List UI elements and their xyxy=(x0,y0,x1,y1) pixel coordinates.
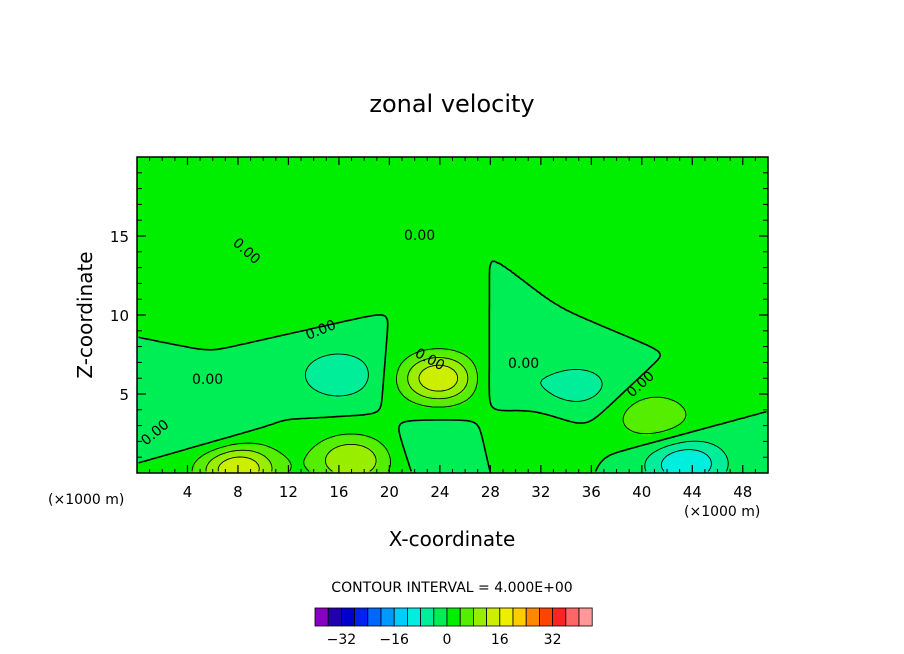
contour-line xyxy=(660,449,712,472)
colorbar-swatch xyxy=(539,607,554,627)
colorbar-swatch xyxy=(486,607,501,627)
x-tick-label: 40 xyxy=(632,483,651,501)
y-tick-label: 5 xyxy=(119,386,129,404)
x-unit-label-right: (×1000 m) xyxy=(684,504,760,520)
y-tick-label: 10 xyxy=(110,307,129,325)
contour-line xyxy=(205,357,469,472)
colorbar-swatch xyxy=(578,607,593,627)
contour-interval: CONTOUR INTERVAL = 4.000E+00 xyxy=(331,580,572,596)
x-tick-label: 8 xyxy=(233,483,243,501)
colorbar-swatch xyxy=(406,607,421,627)
x-tick-label: 36 xyxy=(582,483,601,501)
colorbar-swatch xyxy=(354,607,369,627)
colorbar-swatch xyxy=(472,607,487,627)
contour-line xyxy=(304,353,729,472)
contour-lines xyxy=(138,260,767,472)
y-tick-label: 15 xyxy=(110,228,129,246)
velocity-field xyxy=(137,157,768,473)
colorbar-swatch xyxy=(340,607,355,627)
colorbar-swatch xyxy=(393,607,408,627)
colorbar-tick-label: −16 xyxy=(379,632,409,648)
axis-ticks xyxy=(137,157,768,473)
colorbar-tick-label: 0 xyxy=(443,632,452,648)
x-axis-label: X-coordinate xyxy=(389,527,516,551)
x-tick-label: 4 xyxy=(183,483,193,501)
contour-line xyxy=(217,364,459,472)
contour-label: 0.00 xyxy=(192,372,223,388)
x-tick-label: 28 xyxy=(481,483,500,501)
chart-title: zonal velocity xyxy=(369,90,534,118)
x-unit-label-left: (×1000 m) xyxy=(48,492,124,508)
x-tick-label: 24 xyxy=(430,483,449,501)
colorbar-swatch xyxy=(420,607,435,627)
colorbar-swatch xyxy=(499,607,514,627)
contour-line xyxy=(138,260,767,472)
y-axis-label: Z-coordinate xyxy=(73,251,97,378)
x-tick-label: 44 xyxy=(683,483,702,501)
colorbar-swatch xyxy=(565,607,580,627)
contour-label: 0.00 xyxy=(404,228,435,244)
colorbar-swatch xyxy=(512,607,527,627)
colorbar-labels: −32 −16 0 16 32 xyxy=(327,632,562,648)
x-tick-label: 48 xyxy=(733,483,752,501)
colorbar-tick-label: 16 xyxy=(491,632,509,648)
x-tick-label: 12 xyxy=(279,483,298,501)
colorbar-swatch xyxy=(367,607,382,627)
contour-line xyxy=(191,348,687,472)
x-tick-label: 20 xyxy=(380,483,399,501)
colorbar-swatch xyxy=(433,607,448,627)
colorbar-swatch xyxy=(380,607,395,627)
colorbar-swatch xyxy=(552,607,567,627)
colorbar-tick-label: −32 xyxy=(327,632,357,648)
x-tick-labels: 4 8 12 16 20 24 28 32 36 40 44 48 xyxy=(183,483,753,501)
colorbar-swatch xyxy=(525,607,540,627)
colorbar-swatch xyxy=(446,607,461,627)
y-tick-labels: 5 10 15 xyxy=(110,228,129,404)
x-tick-label: 32 xyxy=(531,483,550,501)
colorbar-tick-label: 32 xyxy=(544,632,562,648)
colorbar xyxy=(314,607,593,627)
colorbar-swatch xyxy=(327,607,342,627)
x-tick-label: 16 xyxy=(329,483,348,501)
contour-label: 0.00 xyxy=(508,356,539,372)
colorbar-swatch xyxy=(314,607,329,627)
colorbar-swatch xyxy=(459,607,474,627)
